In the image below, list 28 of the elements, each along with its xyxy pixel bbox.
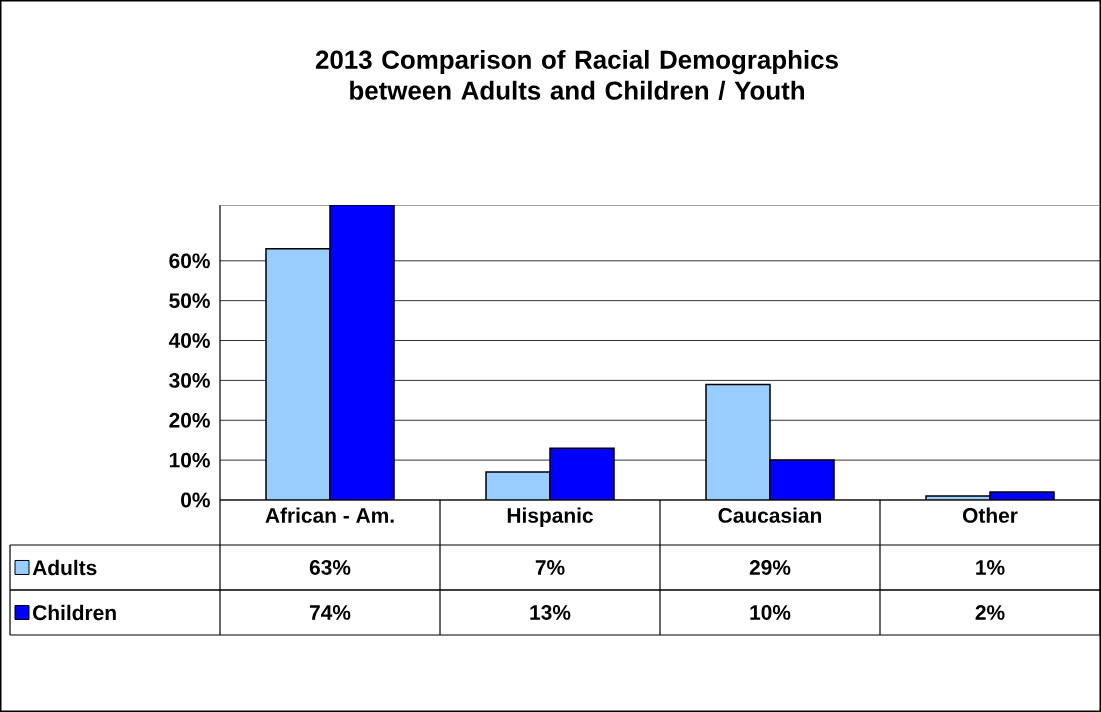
x-tick-label: Hispanic: [507, 507, 593, 528]
x-tick-label: Other: [962, 507, 1018, 523]
bar: [549, 447, 615, 500]
y-tick-label: 50%: [169, 293, 210, 309]
data-label: 7%: [535, 560, 565, 575]
data-label: 63%: [309, 560, 351, 575]
y-tick-label: 10%: [169, 452, 210, 468]
y-tick-label: 40%: [168, 333, 210, 348]
data-label: 10%: [750, 605, 791, 620]
data-label: 29%: [749, 560, 791, 575]
bar: [485, 471, 551, 500]
data-label: 1%: [976, 560, 1005, 575]
bar: [329, 204, 395, 500]
data-label: 74%: [309, 605, 351, 620]
y-tick-label: 60%: [169, 253, 210, 269]
legend-label: Adults: [32, 559, 97, 576]
bar: [705, 383, 771, 500]
bar: [265, 248, 331, 500]
chart-title: 2013 Comparison of Racial Demographics between Adults and Children / Youth: [315, 49, 838, 101]
x-tick-label: Caucasian: [718, 507, 822, 523]
y-tick-label: 30%: [169, 372, 210, 388]
bar: [769, 459, 835, 500]
legend-label: Children: [33, 604, 116, 621]
x-tick-label: African - Am.: [265, 507, 394, 523]
y-tick-label: 0%: [181, 492, 210, 508]
data-label: 13%: [530, 605, 571, 620]
y-tick-label: 20%: [169, 412, 210, 428]
data-label: 2%: [975, 605, 1005, 620]
